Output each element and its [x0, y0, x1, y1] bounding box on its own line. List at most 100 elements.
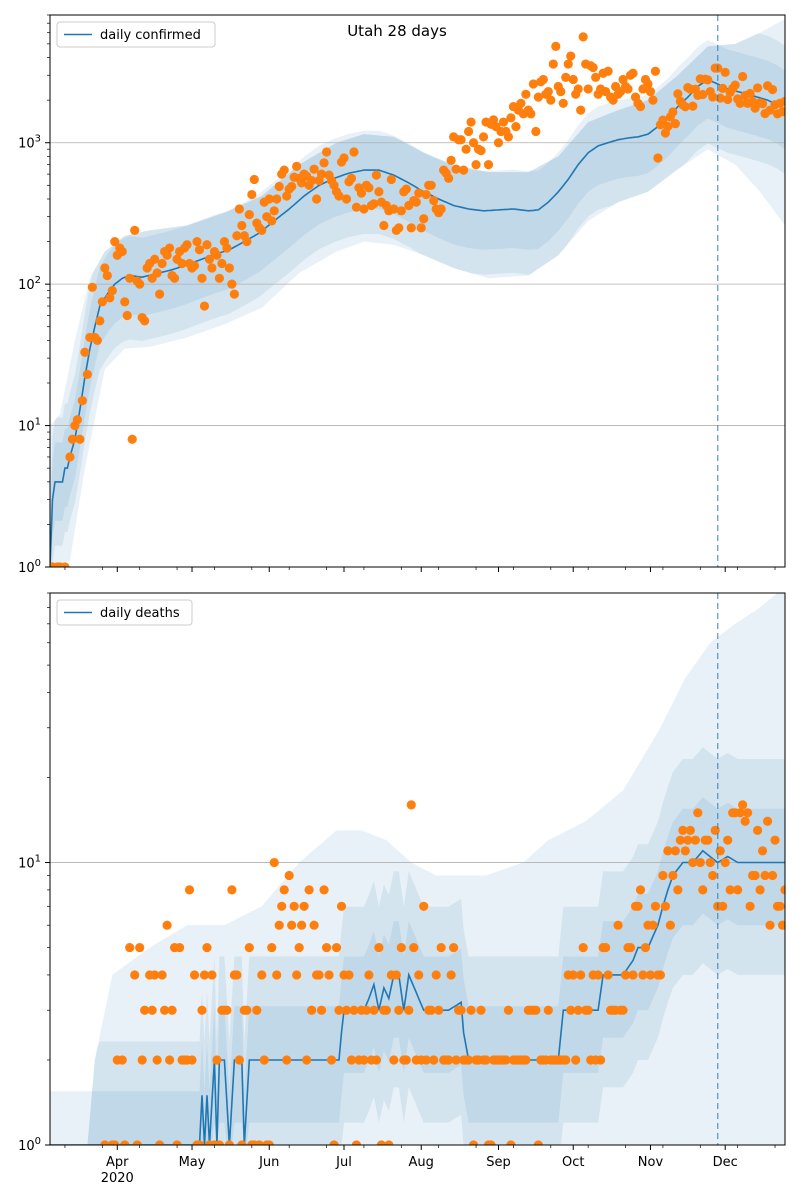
observed-point: [336, 901, 347, 911]
observed-point: [60, 562, 70, 567]
observed-point: [356, 188, 367, 198]
observed-point: [752, 825, 763, 835]
observed-point: [421, 1055, 431, 1065]
observed-point: [429, 1055, 439, 1065]
observed-point: [277, 901, 287, 911]
observed-point: [720, 857, 730, 868]
observed-point: [688, 101, 698, 111]
observed-point: [264, 1140, 274, 1145]
observed-point: [715, 846, 725, 856]
observed-point: [426, 180, 436, 190]
observed-point: [466, 117, 476, 127]
observed-point: [703, 835, 713, 845]
observed-point: [107, 286, 117, 296]
observed-point: [463, 126, 474, 137]
observed-point: [374, 187, 384, 197]
observed-point: [708, 870, 718, 881]
observed-point: [762, 816, 773, 826]
observed-point: [152, 268, 162, 278]
observed-point: [675, 835, 685, 845]
observed-point: [720, 67, 730, 77]
observed-point: [710, 825, 720, 835]
observed-point: [533, 1140, 543, 1145]
x-tick-label: Oct: [562, 1155, 584, 1170]
observed-point: [259, 1055, 269, 1065]
observed-point: [309, 920, 319, 930]
observed-point: [339, 153, 349, 163]
observed-point: [688, 857, 698, 868]
y-axis: 100 101 102 103: [18, 14, 50, 576]
observed-point: [67, 434, 78, 444]
x-tick-year: 2020: [101, 1171, 134, 1186]
observed-point: [269, 206, 279, 216]
observed-point: [655, 970, 666, 980]
observed-point: [633, 901, 643, 911]
x-axis: [64, 567, 776, 572]
legend: daily confirmed: [56, 21, 216, 48]
observed-point: [389, 204, 399, 214]
observed-point: [449, 942, 459, 953]
observed-point: [409, 942, 419, 953]
observed-point: [416, 223, 426, 233]
observed-point: [369, 199, 379, 209]
observed-point: [319, 158, 329, 168]
observed-point: [287, 920, 297, 930]
observed-point: [668, 107, 678, 117]
observed-point: [224, 263, 234, 273]
observed-point: [287, 181, 297, 192]
observed-point: [601, 942, 611, 953]
observed-point: [292, 970, 302, 980]
observed-point: [658, 870, 668, 881]
observed-point: [82, 369, 92, 380]
legend-label: daily deaths: [100, 606, 180, 621]
observed-point: [463, 1055, 474, 1065]
observed-point: [267, 216, 277, 226]
observed-point: [775, 901, 785, 911]
observed-point: [77, 396, 87, 406]
observed-point: [132, 1140, 142, 1145]
observed-point: [359, 1055, 369, 1065]
observed-point: [663, 121, 673, 132]
observed-point: [498, 117, 509, 127]
observed-point: [341, 1005, 352, 1015]
observed-point: [750, 870, 760, 881]
observed-point: [735, 808, 745, 818]
observed-point: [374, 942, 384, 953]
observed-points: [100, 800, 785, 1145]
observed-point: [100, 263, 110, 273]
observed-point: [723, 835, 733, 845]
observed-point: [551, 41, 561, 51]
observed-point: [182, 240, 192, 250]
observed-point: [446, 155, 456, 165]
observed-point: [401, 1055, 411, 1065]
observed-point: [174, 942, 185, 953]
observed-point: [267, 942, 277, 953]
observed-point: [164, 1055, 175, 1065]
observed-point: [777, 920, 785, 930]
observed-point: [274, 920, 284, 930]
observed-point: [222, 1005, 232, 1015]
observed-point: [765, 920, 775, 930]
observed-point: [685, 825, 695, 835]
observed-point: [304, 885, 314, 895]
observed-point: [596, 1055, 606, 1065]
observed-point: [583, 1005, 593, 1015]
observed-point: [369, 1005, 379, 1015]
observed-point: [232, 231, 242, 241]
observed-point: [234, 204, 244, 214]
observed-point: [451, 1055, 461, 1065]
observed-point: [157, 258, 167, 269]
observed-point: [628, 970, 638, 980]
observed-point: [202, 240, 212, 250]
observed-point: [249, 174, 259, 185]
plot-area: [50, 19, 785, 567]
observed-point: [426, 1005, 436, 1015]
observed-point: [297, 920, 307, 930]
observed-point: [434, 1005, 444, 1015]
uncertainty-bands: [50, 19, 785, 567]
observed-point: [583, 84, 593, 94]
observed-point: [155, 289, 165, 299]
observed-point: [92, 335, 102, 346]
